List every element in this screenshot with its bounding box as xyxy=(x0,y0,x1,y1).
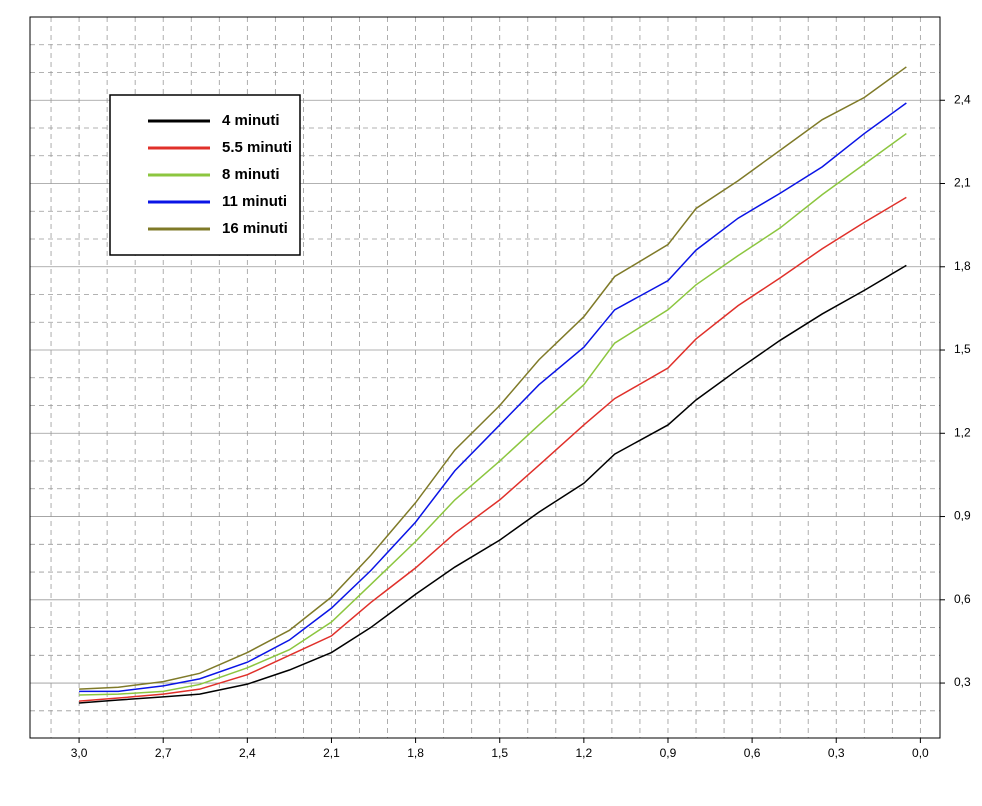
legend-label: 11 minuti xyxy=(222,193,287,210)
y-tick-label: 0,6 xyxy=(954,592,971,606)
x-tick-label: 1,5 xyxy=(491,746,508,760)
x-tick-label: 0,3 xyxy=(828,746,845,760)
y-tick-label: 1,5 xyxy=(954,342,971,356)
y-tick-label: 2,1 xyxy=(954,176,971,190)
y-tick-label: 1,2 xyxy=(954,425,971,439)
series-line xyxy=(79,196,907,702)
x-tick-label: 0,6 xyxy=(744,746,761,760)
x-tick-label: 2,4 xyxy=(239,746,256,760)
x-tick-label: 1,2 xyxy=(576,746,593,760)
series-line xyxy=(79,132,907,696)
legend-label: 4 minuti xyxy=(222,112,280,129)
x-tick-label: 1,8 xyxy=(407,746,424,760)
plot-frame xyxy=(29,16,941,739)
series-line xyxy=(79,264,907,704)
x-tick-label: 3,0 xyxy=(71,746,88,760)
y-tick-label: 0,3 xyxy=(954,675,971,689)
series-line xyxy=(79,102,907,693)
y-tick-label: 2,4 xyxy=(954,92,971,106)
x-tick-label: 0,9 xyxy=(660,746,677,760)
legend: 4 minuti 5.5 minuti 8 minuti 11 minuti 16 mi… xyxy=(109,94,301,256)
y-tick-label: 1,8 xyxy=(954,259,971,273)
series-line xyxy=(79,66,907,690)
legend-label: 16 minuti xyxy=(222,220,288,237)
x-tick-label: 0,0 xyxy=(912,746,929,760)
legend-label: 5.5 minuti xyxy=(222,139,292,156)
y-tick-label: 0,9 xyxy=(954,509,971,523)
legend-label: 8 minuti xyxy=(222,166,280,183)
x-tick-label: 2,7 xyxy=(155,746,172,760)
x-tick-label: 2,1 xyxy=(323,746,340,760)
